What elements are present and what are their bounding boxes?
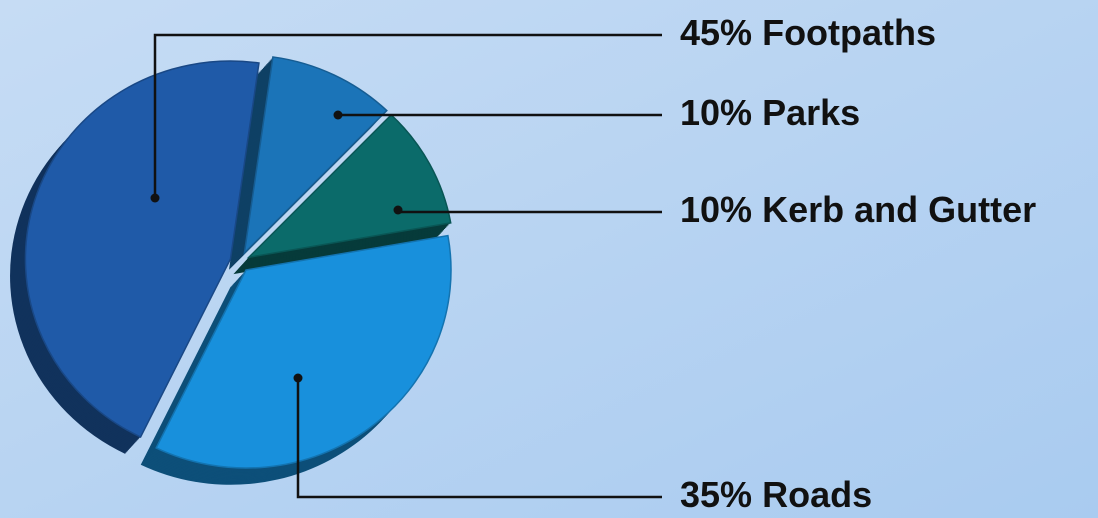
leader-dot <box>393 205 403 215</box>
slice-category: Roads <box>762 474 872 515</box>
slice <box>246 113 452 259</box>
leader-line <box>153 33 662 198</box>
slice-category: Parks <box>762 92 860 133</box>
pie <box>10 56 452 485</box>
slice-label: 35% Roads <box>680 474 872 515</box>
slice-label: 45% Footpaths <box>680 12 936 53</box>
slice-label: 10% Kerb and Gutter <box>680 189 1036 230</box>
slice-category: Kerb and Gutter <box>762 189 1036 230</box>
slice <box>155 234 452 469</box>
leader-dot <box>333 110 343 120</box>
leader-dot <box>293 373 303 383</box>
slice-value-label: 10% <box>680 92 752 133</box>
leader-dot <box>150 193 160 203</box>
slice <box>24 60 260 439</box>
slice-value-label: 45% <box>680 12 752 53</box>
slice-value-label: 35% <box>680 474 752 515</box>
slice-label: 10% Parks <box>680 92 860 133</box>
slice <box>243 56 388 256</box>
leader-line <box>296 378 662 499</box>
slice-value-label: 10% <box>680 189 752 230</box>
slice-category: Footpaths <box>762 12 936 53</box>
